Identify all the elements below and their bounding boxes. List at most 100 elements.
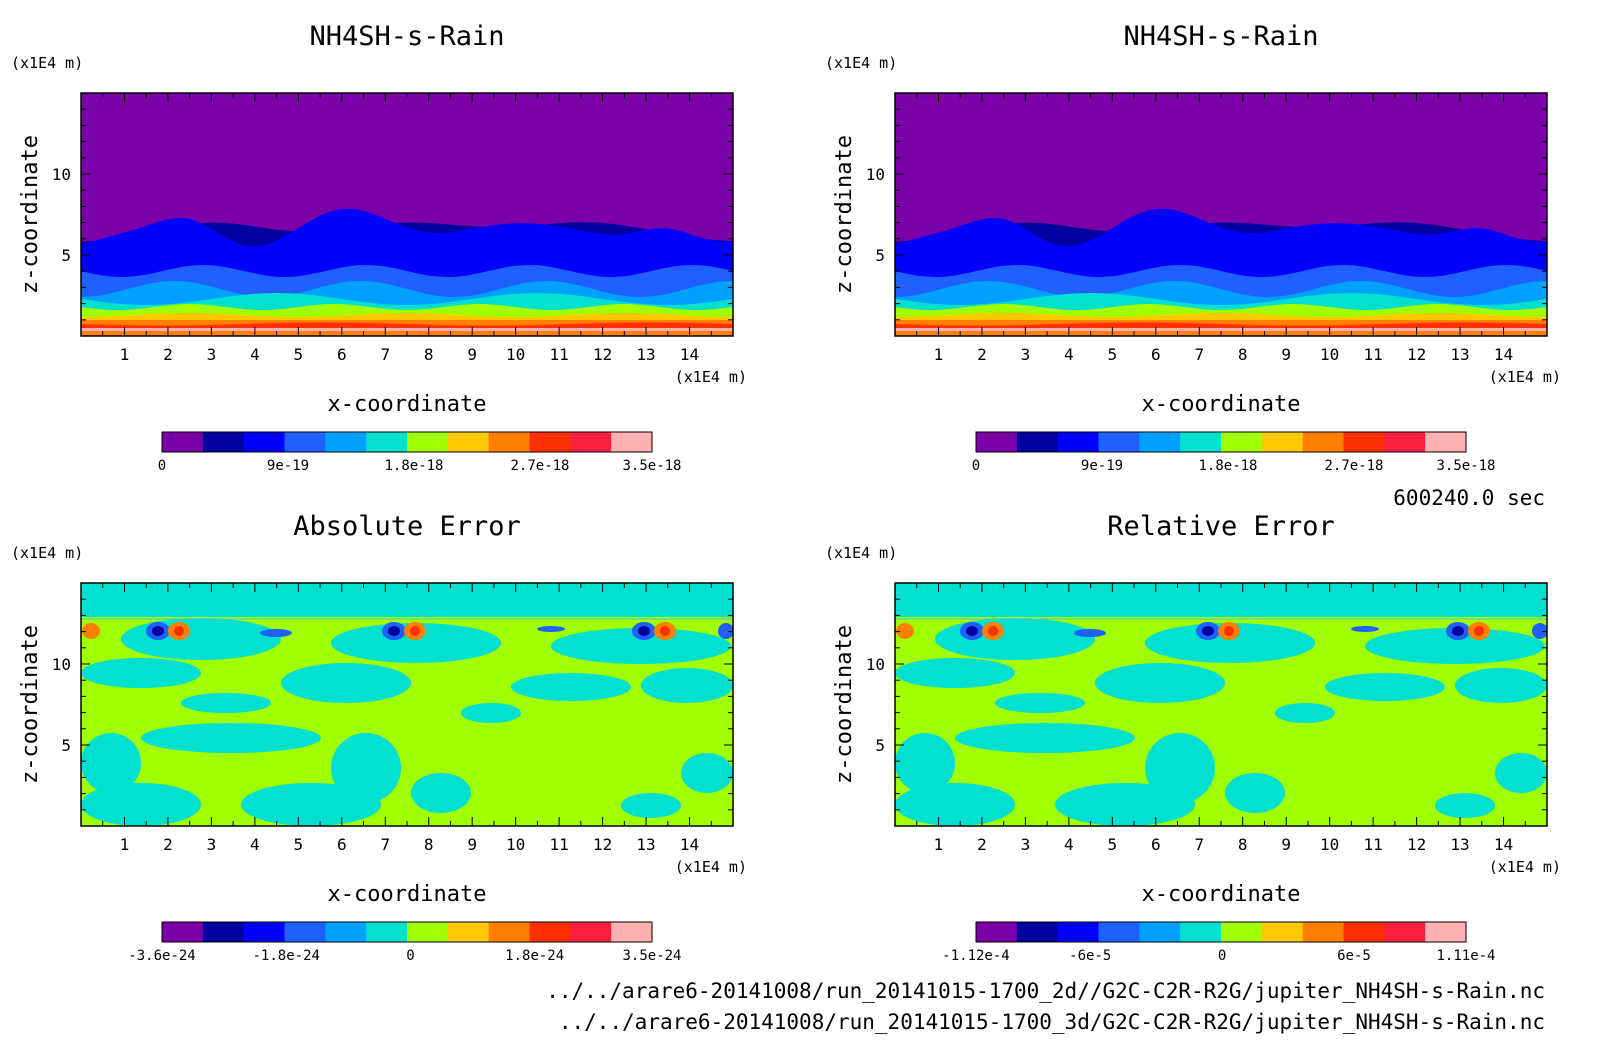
x-tick-label: 10 <box>506 835 525 854</box>
error-patch <box>1145 733 1215 803</box>
colorbar: 0 9e-19 1.8e-18 2.7e-18 3.5e-18 <box>158 431 682 474</box>
colorbar-swatch <box>1384 432 1426 452</box>
x-tick-label: 9 <box>467 835 477 854</box>
x-tick-label: 5 <box>1108 345 1118 364</box>
colorbar-label: 1.8e-18 <box>384 458 443 474</box>
x-tick-label: 2 <box>977 835 987 854</box>
error-patch <box>241 783 381 826</box>
error-patch <box>1455 668 1547 703</box>
error-edge-neg <box>1532 623 1547 639</box>
y-tick-label: 10 <box>52 165 71 184</box>
colorbar-swatch <box>1180 432 1222 452</box>
x-tick-label: 11 <box>1364 345 1383 364</box>
x-tick-label: 5 <box>294 345 304 364</box>
error-patch <box>1055 783 1195 826</box>
x-tick-label: 1 <box>934 835 944 854</box>
error-patch <box>935 618 1095 660</box>
colorbar-label: 3.5e-18 <box>622 458 681 474</box>
colorbar-swatch <box>611 922 653 942</box>
y-tick-label: 5 <box>61 246 71 265</box>
colorbar-swatch <box>407 432 449 452</box>
error-patch <box>1225 773 1285 813</box>
x-tick-label: 7 <box>380 835 390 854</box>
x-axis-unit: (x1E4 m) <box>1489 368 1561 386</box>
x-tick-label: 10 <box>1320 345 1339 364</box>
x-tick-label: 12 <box>593 835 612 854</box>
colorbar-swatch <box>202 432 245 452</box>
colorbar-swatch <box>1343 432 1385 452</box>
x-tick-label: 6 <box>337 835 347 854</box>
x-tick-label: 4 <box>1064 345 1074 364</box>
colorbar-label: 0 <box>1218 948 1226 964</box>
plot-field <box>81 93 733 336</box>
colorbar-swatch <box>570 432 612 452</box>
x-tick-label: 13 <box>1450 835 1469 854</box>
y-tick-label: 10 <box>52 655 71 674</box>
error-patch <box>681 753 733 793</box>
colorbar-swatch <box>284 922 326 942</box>
colorbar-swatch <box>162 922 204 942</box>
x-axis-unit: (x1E4 m) <box>675 858 747 876</box>
colorbar-swatch <box>570 922 612 942</box>
colorbar-label: 1.8e-18 <box>1198 458 1257 474</box>
colorbar-swatch <box>447 922 490 942</box>
colorbar-label: 0 <box>406 948 414 964</box>
file-path-2d: ../../arare6-20141008/run_20141015-1700_… <box>546 979 1545 1003</box>
y-axis-unit: (x1E4 m) <box>11 544 83 562</box>
error-patch <box>995 693 1085 713</box>
error-patch <box>281 663 411 703</box>
x-tick-label: 6 <box>1151 835 1161 854</box>
error-small-neg <box>260 629 292 637</box>
x-tick-label: 12 <box>1407 345 1426 364</box>
colorbar-swatch <box>366 432 408 452</box>
x-tick-label: 4 <box>250 345 260 364</box>
x-tick-label: 12 <box>1407 835 1426 854</box>
colorbar-swatch <box>202 922 245 942</box>
error-dipole-neg-core <box>152 626 164 636</box>
colorbar-label: 2.7e-18 <box>510 458 569 474</box>
colorbar: -1.12e-4 -6e-5 0 6e-5 1.11e-4 <box>942 921 1496 964</box>
colorbar-swatch <box>1302 432 1344 452</box>
y-axis-label: z-coordinate <box>18 625 43 784</box>
colorbar-swatch <box>447 432 490 452</box>
colorbar-swatch <box>1139 432 1181 452</box>
error-top-band <box>895 583 1547 617</box>
error-dipole-pos-core <box>988 626 998 636</box>
panel-title: NH4SH-s-Rain <box>309 21 504 52</box>
field-band-10 <box>81 328 733 331</box>
x-tick-label: 5 <box>294 835 304 854</box>
error-patch <box>895 783 1015 826</box>
colorbar: -3.6e-24 -1.8e-24 0 1.8e-24 3.5e-24 <box>128 921 682 964</box>
colorbar-label: 9e-19 <box>1081 458 1123 474</box>
x-tick-label: 10 <box>506 345 525 364</box>
error-patch <box>81 733 141 793</box>
x-tick-label: 13 <box>636 345 655 364</box>
y-axis-label: z-coordinate <box>832 135 857 294</box>
error-dipole-pos-core <box>660 626 670 636</box>
error-dipole-neg-core <box>1452 626 1464 636</box>
x-tick-label: 3 <box>1021 345 1031 364</box>
y-axis-unit: (x1E4 m) <box>11 54 83 72</box>
y-tick-label: 5 <box>875 246 885 265</box>
x-axis-label: x-coordinate <box>1142 882 1301 907</box>
x-tick-label: 3 <box>207 345 217 364</box>
error-patch <box>511 673 631 701</box>
x-tick-label: 2 <box>163 835 173 854</box>
x-tick-label: 2 <box>163 345 173 364</box>
error-patch <box>81 658 201 688</box>
x-axis-unit: (x1E4 m) <box>675 368 747 386</box>
colorbar-frame <box>975 921 1467 943</box>
colorbar-swatch <box>1057 922 1099 942</box>
x-tick-label: 1 <box>120 345 130 364</box>
colorbar-swatch <box>1180 922 1222 942</box>
y-tick-label: 5 <box>875 736 885 755</box>
field-band-10 <box>895 328 1547 331</box>
error-patch <box>181 693 271 713</box>
x-tick-label: 14 <box>1494 835 1513 854</box>
error-small-neg <box>537 626 565 632</box>
colorbar-swatch <box>1098 922 1140 942</box>
error-patch <box>955 723 1135 753</box>
x-tick-label: 4 <box>250 835 260 854</box>
colorbar-swatch <box>407 922 449 942</box>
